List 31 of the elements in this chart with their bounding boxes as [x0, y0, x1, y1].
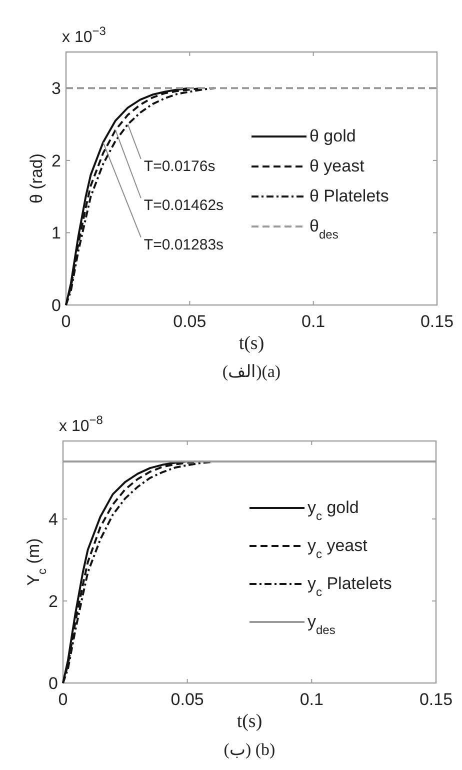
y-tick-label: 1 — [52, 224, 61, 243]
y-tick-label: 2 — [52, 151, 61, 170]
legend-label: y$_{c}$ yeast — [308, 536, 368, 561]
x-tick-label: 0.1 — [300, 690, 324, 709]
x-tick-label: 0.1 — [302, 312, 326, 331]
text: x 10$^{−3}$ — [62, 24, 106, 46]
x-tick-label: 0.15 — [419, 690, 453, 709]
legend-label: θ$_{des}$ — [310, 216, 338, 242]
x-axis-title: t(s) — [238, 333, 264, 354]
annotation: T=0.01283s — [144, 236, 224, 254]
legend-label: θ Platelets — [310, 186, 389, 206]
x-tick-label: 0.15 — [420, 312, 454, 331]
y-tick-label: 0 — [48, 674, 58, 693]
legend-label: y$_{c}$ gold — [308, 498, 359, 523]
legend-label: y$_{des}$ — [308, 612, 336, 637]
legend-label: y$_{c}$ Platelets — [308, 574, 392, 599]
legend-label: θ yeast — [310, 156, 365, 176]
x-tick-label: 0.05 — [173, 312, 206, 331]
x-tick-label: 0.05 — [170, 690, 204, 709]
legend-label: θ gold — [310, 126, 356, 146]
x-axis-title: t(s) — [236, 711, 262, 732]
text: x 10$^{−8}$ — [59, 413, 104, 435]
y-tick-label: 0 — [52, 296, 61, 315]
text: (الف)(a) — [222, 362, 281, 381]
annotation: T=0.0176s — [144, 158, 216, 175]
text: (ب) (b) — [224, 740, 276, 759]
annotation: T=0.01462s — [144, 197, 224, 214]
y-tick-label: 3 — [52, 79, 61, 98]
y-axis-title: θ (rad) — [27, 153, 46, 204]
y-tick-label: 2 — [48, 592, 58, 611]
y-tick-label: 4 — [48, 510, 58, 529]
